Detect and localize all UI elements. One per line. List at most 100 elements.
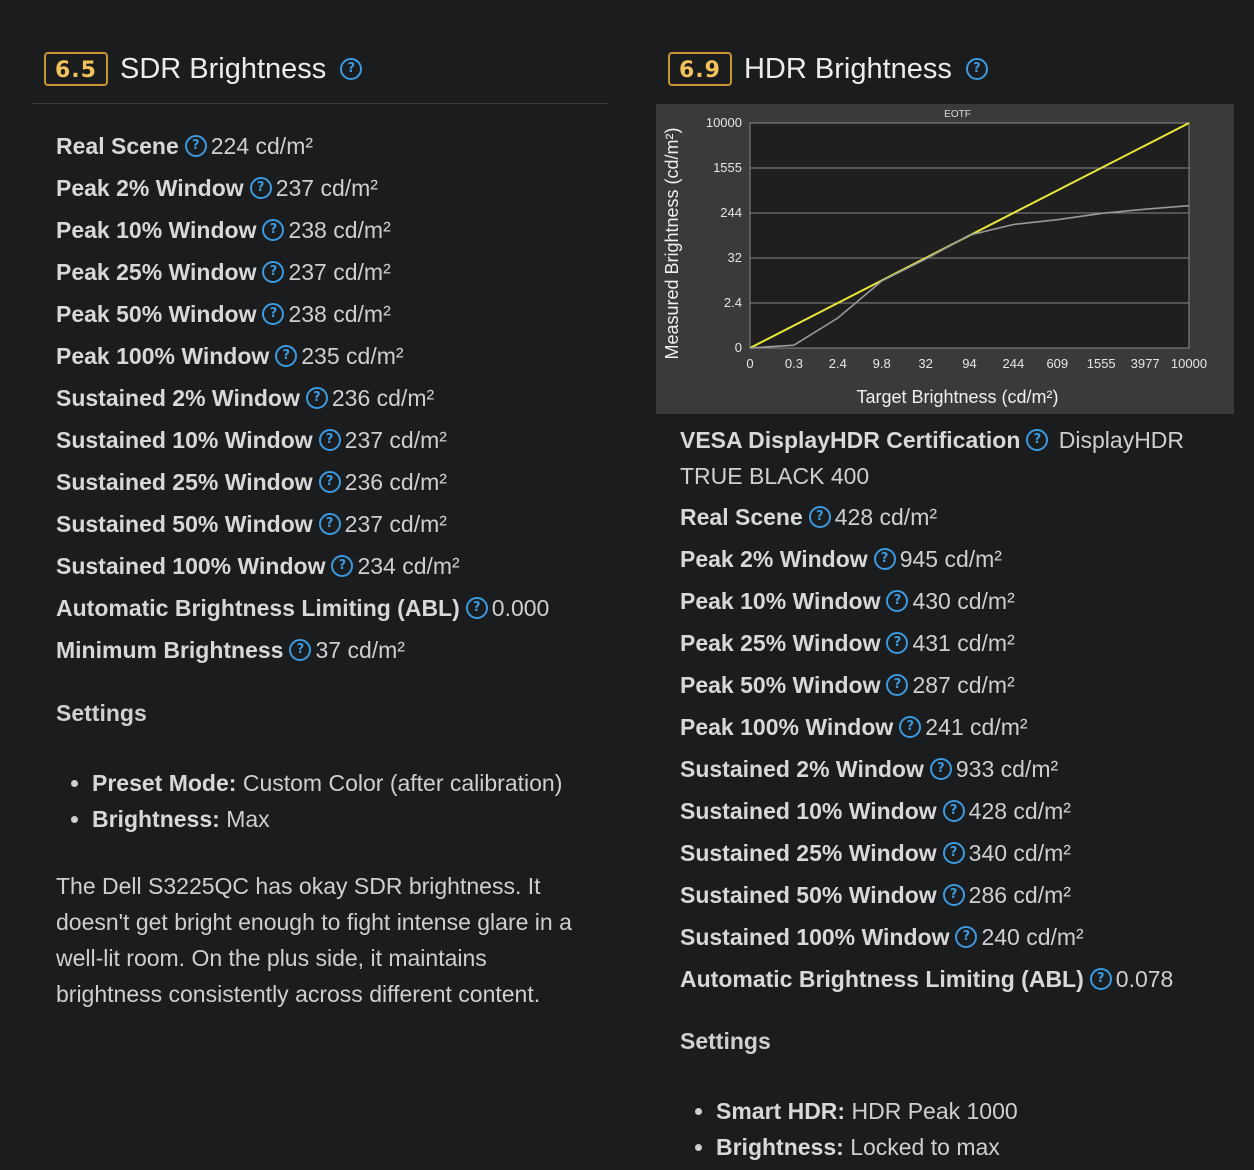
question-circle-icon[interactable]: ? bbox=[886, 673, 909, 696]
question-circle-icon[interactable]: ? bbox=[1026, 428, 1049, 451]
measurement-row: Sustained 50% Window? 286 cd/m² bbox=[680, 874, 1173, 916]
settings-item-value: HDR Peak 1000 bbox=[851, 1098, 1018, 1124]
measurement-label: Peak 25% Window bbox=[680, 630, 881, 656]
y-tick-label: 1555 bbox=[713, 160, 742, 175]
sdr-settings-heading: Settings bbox=[56, 700, 147, 726]
question-circle-icon[interactable]: ? bbox=[886, 631, 909, 654]
measurement-row: Peak 25% Window? 431 cd/m² bbox=[680, 622, 1173, 664]
measurement-label: Peak 2% Window bbox=[56, 175, 244, 201]
measurement-label: Peak 100% Window bbox=[56, 343, 270, 369]
measurement-value: 0.078 bbox=[1115, 966, 1174, 992]
question-circle-icon[interactable]: ? bbox=[318, 512, 341, 535]
question-circle-icon[interactable]: ? bbox=[1089, 967, 1112, 990]
question-circle-icon[interactable]: ? bbox=[465, 596, 488, 619]
measurement-value: 287 cd/m² bbox=[912, 672, 1015, 698]
settings-item: Smart HDR: HDR Peak 1000 bbox=[716, 1093, 1018, 1129]
measurement-row: Peak 10% Window? 430 cd/m² bbox=[680, 580, 1173, 622]
y-tick-label: 10000 bbox=[706, 115, 742, 130]
measurement-label: Sustained 25% Window bbox=[56, 469, 313, 495]
measurement-row: Sustained 50% Window? 237 cd/m² bbox=[56, 503, 549, 545]
measurement-value: 933 cd/m² bbox=[955, 756, 1059, 782]
measurement-value: 428 cd/m² bbox=[968, 798, 1071, 824]
x-tick-label: 0.3 bbox=[785, 356, 803, 371]
y-tick-label: 244 bbox=[720, 205, 742, 220]
hdr-certification: VESA DisplayHDR Certification? DisplayHD… bbox=[680, 422, 1220, 494]
measurement-value: 240 cd/m² bbox=[981, 924, 1084, 950]
measurement-value: 428 cd/m² bbox=[834, 504, 938, 530]
settings-item: Brightness: Max bbox=[92, 801, 562, 837]
question-circle-icon[interactable]: ? bbox=[249, 176, 272, 199]
sdr-measurements: Real Scene? 224 cd/m² Peak 2% Window? 237 c… bbox=[56, 125, 549, 671]
question-circle-icon[interactable]: ? bbox=[318, 470, 341, 493]
question-circle-icon[interactable]: ? bbox=[942, 883, 965, 906]
measurement-label: Sustained 10% Window bbox=[56, 427, 313, 453]
measurement-label: Sustained 2% Window bbox=[56, 385, 300, 411]
x-tick-label: 0 bbox=[746, 356, 753, 371]
settings-item-label: Brightness: bbox=[716, 1134, 844, 1160]
question-circle-icon[interactable]: ? bbox=[318, 428, 341, 451]
question-circle-icon[interactable]: ? bbox=[942, 799, 965, 822]
measurement-value: 0.000 bbox=[491, 595, 550, 621]
question-circle-icon[interactable]: ? bbox=[942, 841, 965, 864]
question-circle-icon[interactable]: ? bbox=[929, 757, 952, 780]
measurement-label: Peak 50% Window bbox=[56, 301, 257, 327]
question-circle-icon[interactable]: ? bbox=[275, 344, 298, 367]
measurement-row: Sustained 25% Window? 340 cd/m² bbox=[680, 832, 1173, 874]
measurement-value: 286 cd/m² bbox=[968, 882, 1071, 908]
question-circle-icon[interactable]: ? bbox=[873, 547, 896, 570]
hdr-header: 6.9 HDR Brightness ? bbox=[668, 48, 988, 90]
measurement-label: Sustained 50% Window bbox=[56, 511, 313, 537]
measurement-label: Automatic Brightness Limiting (ABL) bbox=[56, 595, 460, 621]
question-circle-icon[interactable]: ? bbox=[289, 638, 312, 661]
x-tick-label: 1555 bbox=[1087, 356, 1116, 371]
question-circle-icon[interactable]: ? bbox=[331, 554, 354, 577]
question-circle-icon[interactable]: ? bbox=[262, 260, 285, 283]
measurement-label: Peak 50% Window bbox=[680, 672, 881, 698]
cert-label: VESA DisplayHDR Certification bbox=[680, 427, 1021, 453]
x-tick-label: 3977 bbox=[1131, 356, 1160, 371]
x-tick-label: 9.8 bbox=[873, 356, 891, 371]
measurement-row: Real Scene? 428 cd/m² bbox=[680, 496, 1173, 538]
measurement-row: Peak 25% Window? 237 cd/m² bbox=[56, 251, 549, 293]
sdr-description: The Dell S3225QC has okay SDR brightness… bbox=[56, 873, 572, 1007]
measurement-row: Sustained 10% Window? 428 cd/m² bbox=[680, 790, 1173, 832]
settings-item-label: Brightness: bbox=[92, 806, 220, 832]
hdr-settings-heading: Settings bbox=[680, 1028, 771, 1054]
question-circle-icon[interactable]: ? bbox=[184, 134, 207, 157]
eotf-chart-svg: 0 2.4 32 244 1555 10000 0 0.3 2.4 9.8 32 94 244 609 15… bbox=[662, 109, 1207, 407]
measurement-value: 224 cd/m² bbox=[210, 133, 314, 159]
measurement-value: 241 cd/m² bbox=[925, 714, 1028, 740]
measurement-row: Automatic Brightness Limiting (ABL)? 0.00… bbox=[56, 587, 549, 629]
measurement-row: Automatic Brightness Limiting (ABL)? 0.07… bbox=[680, 958, 1173, 1000]
question-circle-icon[interactable]: ? bbox=[886, 589, 909, 612]
question-circle-icon[interactable]: ? bbox=[808, 505, 831, 528]
question-circle-icon[interactable]: ? bbox=[965, 58, 988, 80]
y-tick-label: 32 bbox=[728, 250, 742, 265]
question-circle-icon[interactable]: ? bbox=[899, 715, 922, 738]
hdr-score-badge: 6.9 bbox=[668, 52, 732, 86]
sdr-settings-list: Preset Mode: Custom Color (after calibra… bbox=[56, 765, 562, 837]
question-circle-icon[interactable]: ? bbox=[955, 925, 978, 948]
divider bbox=[32, 103, 608, 104]
x-tick-label: 94 bbox=[962, 356, 976, 371]
eotf-chart: 0 2.4 32 244 1555 10000 0 0.3 2.4 9.8 32 94 244 609 15… bbox=[656, 104, 1234, 414]
measurement-row: Peak 2% Window? 945 cd/m² bbox=[680, 538, 1173, 580]
hdr-measurements: Real Scene? 428 cd/m² Peak 2% Window? 945 c… bbox=[680, 496, 1173, 1000]
question-circle-icon[interactable]: ? bbox=[262, 218, 285, 241]
measurement-row: Peak 50% Window? 287 cd/m² bbox=[680, 664, 1173, 706]
measurement-label: Sustained 50% Window bbox=[680, 882, 937, 908]
measurement-value: 237 cd/m² bbox=[275, 175, 378, 201]
question-circle-icon[interactable]: ? bbox=[262, 302, 285, 325]
measurement-label: Peak 10% Window bbox=[680, 588, 881, 614]
measurement-value: 37 cd/m² bbox=[315, 637, 405, 663]
measurement-value: 430 cd/m² bbox=[912, 588, 1015, 614]
question-circle-icon[interactable]: ? bbox=[340, 58, 363, 80]
measurement-value: 236 cd/m² bbox=[331, 385, 435, 411]
measurement-label: Peak 2% Window bbox=[680, 546, 868, 572]
measurement-label: Sustained 100% Window bbox=[56, 553, 326, 579]
question-circle-icon[interactable]: ? bbox=[305, 386, 328, 409]
measurement-label: Sustained 25% Window bbox=[680, 840, 937, 866]
measurement-label: Minimum Brightness bbox=[56, 637, 284, 663]
measurement-row: Peak 50% Window? 238 cd/m² bbox=[56, 293, 549, 335]
measurement-label: Peak 10% Window bbox=[56, 217, 257, 243]
